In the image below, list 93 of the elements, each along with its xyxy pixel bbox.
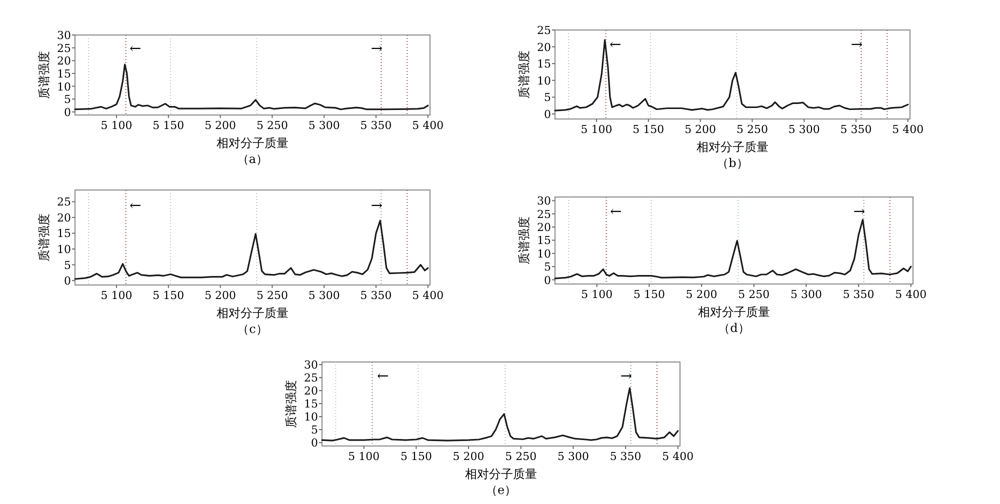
y-tick-label: 25: [537, 208, 551, 221]
x-tick-label: 5 300: [788, 123, 820, 136]
y-tick-label: 15: [537, 58, 551, 71]
x-axis-title: 相对分子质量: [216, 136, 288, 150]
y-tick-label: 10: [304, 410, 318, 424]
annotation: ←: [610, 204, 622, 220]
x-tick-label: 5 100: [580, 123, 612, 136]
x-tick-label: 5 200: [204, 289, 236, 302]
annotation: →: [853, 204, 866, 220]
y-tick-label: 30: [304, 358, 318, 372]
y-tick-label: 20: [57, 211, 71, 224]
x-tick-label: 5 400: [892, 123, 924, 136]
y-tick-label: 0: [64, 106, 71, 119]
annotation: →: [620, 368, 632, 384]
y-tick-label: 0: [64, 274, 71, 288]
y-tick-label: 10: [57, 243, 71, 256]
y-tick-label: 30: [57, 29, 71, 42]
y-tick-label: 5: [544, 91, 551, 104]
x-axis-title: 相对分子质量: [696, 140, 768, 154]
y-tick-label: 25: [57, 196, 71, 209]
x-tick-label: 5 300: [790, 288, 822, 301]
x-tick-label: 5 350: [360, 119, 392, 132]
y-tick-label: 5: [64, 93, 71, 106]
x-tick-label: 5 300: [308, 289, 340, 302]
x-tick-label: 5 200: [452, 450, 484, 463]
y-axis-title: 质谱强度: [284, 380, 298, 428]
x-tick-label: 5 200: [684, 123, 716, 136]
y-tick-label: 20: [304, 384, 318, 398]
x-tick-label: 5 350: [840, 123, 872, 136]
y-tick-label: 10: [537, 247, 551, 260]
x-tick-label: 5 150: [400, 450, 432, 463]
annotation: →: [370, 40, 383, 57]
x-tick-label: 5 250: [738, 288, 770, 301]
x-tick-label: 5 100: [348, 450, 380, 463]
x-tick-label: 5 350: [610, 450, 642, 463]
x-tick-label: 5 400: [412, 289, 444, 302]
x-tick-label: 5 300: [557, 450, 589, 463]
x-tick-label: 5 400: [662, 450, 694, 463]
y-tick-label: 5: [311, 424, 318, 437]
text: （e）: [485, 483, 517, 497]
x-axis-title: 相对分子质量: [216, 306, 288, 320]
y-tick-label: 0: [544, 108, 551, 121]
x-tick-label: 5 250: [256, 289, 288, 302]
x-tick-label: 5 150: [633, 288, 665, 301]
y-tick-label: 30: [537, 194, 551, 208]
y-axis-title: 质谱强度: [517, 216, 531, 264]
x-tick-label: 5 300: [308, 119, 340, 132]
y-tick-label: 10: [537, 74, 551, 88]
y-tick-label: 25: [304, 372, 318, 385]
x-tick-label: 5 400: [412, 119, 444, 132]
x-tick-label: 5 250: [256, 119, 288, 132]
annotation: ←: [129, 198, 142, 214]
y-tick-label: 15: [57, 67, 71, 80]
y-tick-label: 10: [57, 80, 71, 94]
text: （a）: [236, 152, 268, 166]
text: （d）: [718, 321, 750, 335]
y-tick-label: 25: [57, 42, 71, 55]
y-axis-title: 质谱强度: [37, 214, 51, 262]
x-tick-label: 5 150: [632, 123, 664, 136]
annotation: ←: [129, 40, 142, 57]
x-axis-title: 相对分子质量: [465, 467, 537, 481]
y-tick-label: 15: [537, 234, 551, 248]
text: （c）: [237, 322, 268, 336]
x-tick-label: 5 150: [152, 119, 184, 132]
y-tick-label: 5: [544, 260, 551, 274]
x-tick-label: 5 100: [100, 289, 132, 302]
x-tick-label: 5 100: [100, 119, 132, 132]
y-tick-label: 5: [64, 258, 71, 272]
x-tick-label: 5 350: [842, 288, 874, 301]
y-axis-title: 质谱强度: [37, 51, 51, 99]
y-tick-label: 20: [57, 54, 71, 68]
annotation: ←: [376, 368, 389, 384]
x-tick-label: 5 150: [152, 289, 184, 302]
y-tick-label: 20: [537, 40, 551, 54]
x-tick-label: 5 200: [204, 119, 236, 132]
y-axis-title: 质谱强度: [517, 50, 531, 98]
y-tick-label: 15: [304, 398, 318, 411]
annotation: ←: [609, 37, 622, 54]
x-tick-label: 5 350: [360, 289, 392, 302]
y-tick-label: 25: [537, 24, 551, 37]
y-tick-label: 15: [57, 227, 71, 240]
y-tick-label: 0: [544, 274, 551, 287]
x-tick-label: 5 100: [581, 288, 613, 301]
x-tick-label: 5 250: [736, 123, 768, 136]
annotation: →: [370, 198, 383, 214]
x-tick-label: 5 400: [895, 288, 927, 301]
annotation: →: [850, 37, 863, 54]
y-tick-label: 0: [311, 436, 318, 450]
x-axis-title: 相对分子质量: [698, 305, 770, 319]
x-tick-label: 5 250: [505, 450, 537, 463]
text: （b）: [716, 156, 748, 170]
y-tick-label: 20: [537, 221, 551, 234]
x-tick-label: 5 200: [686, 288, 718, 301]
